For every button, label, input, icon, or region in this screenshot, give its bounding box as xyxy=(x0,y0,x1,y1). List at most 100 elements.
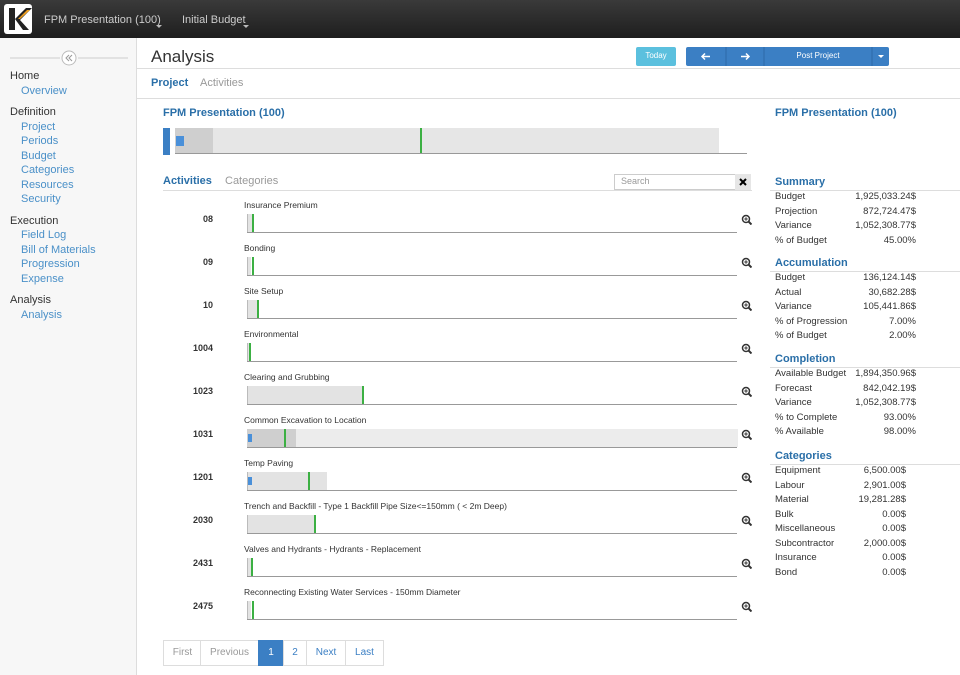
divider xyxy=(770,271,960,272)
activity-bar-marker xyxy=(252,601,254,619)
panel-value: 0.00$ xyxy=(882,552,906,563)
nav-link[interactable]: Progression xyxy=(21,258,80,270)
panel-value: 7.00% xyxy=(889,315,916,327)
zoom-button[interactable] xyxy=(741,300,753,316)
zoom-button[interactable] xyxy=(741,601,753,617)
activity-bar-axis xyxy=(247,533,737,534)
nav-link[interactable]: Project xyxy=(21,120,56,133)
activity-bar-marker xyxy=(257,300,259,318)
page-tab[interactable]: Project xyxy=(151,77,189,89)
divider xyxy=(163,190,752,191)
nav-group: Analysis xyxy=(10,294,51,306)
sidebar xyxy=(0,38,137,675)
activity-bar-marker xyxy=(252,214,254,232)
page-link[interactable]: First xyxy=(163,640,202,666)
nav-link[interactable]: Budget xyxy=(21,149,56,162)
panel-value: 2,901.00$ xyxy=(863,479,906,491)
panel-label: Budget xyxy=(775,191,806,202)
activity-bar-marker xyxy=(308,472,310,490)
search-clear[interactable] xyxy=(735,174,751,190)
nav-link[interactable]: Security xyxy=(21,193,61,205)
collapse-button[interactable] xyxy=(10,50,128,66)
project-menu[interactable]: FPM Presentation (100) xyxy=(44,14,161,26)
panel-label: Available Budget xyxy=(775,368,847,379)
activities-tab[interactable]: Activities xyxy=(163,175,212,187)
project-bar xyxy=(175,128,719,153)
panel-value: 1,052,308.77$ xyxy=(855,397,916,408)
panel-value: 872,724.47$ xyxy=(863,205,916,217)
nav-link[interactable]: Field Log xyxy=(21,229,67,241)
panel-value: 45.00% xyxy=(883,234,916,246)
page-link[interactable]: 2 xyxy=(283,640,307,666)
nav-link[interactable]: Bill of Materials xyxy=(21,243,96,256)
activity-bar-axis xyxy=(247,576,737,577)
zoom-button[interactable] xyxy=(741,386,753,402)
panel-label: Variance xyxy=(775,301,812,312)
nav-group: Definition xyxy=(10,106,56,118)
activity-bar-axis xyxy=(247,404,737,405)
zoom-button[interactable] xyxy=(741,472,753,488)
activity-bar-axis xyxy=(247,447,737,448)
panel-value: 93.00% xyxy=(883,411,916,423)
activity-code: 1023 xyxy=(192,386,213,396)
project-title: FPM Presentation (100) xyxy=(163,107,285,119)
activity-bar xyxy=(247,214,253,232)
caret xyxy=(243,19,249,33)
panel-label: Miscellaneous xyxy=(775,523,836,534)
activity-code: 1004 xyxy=(192,343,213,353)
activity-name: Site Setup xyxy=(244,286,284,296)
divider xyxy=(137,98,960,99)
zoom-button[interactable] xyxy=(741,515,753,531)
today-button[interactable] xyxy=(636,47,676,66)
nav-group: Home xyxy=(10,70,40,82)
nav-link[interactable]: Overview xyxy=(21,84,67,97)
page-link[interactable]: 1 xyxy=(258,640,284,666)
page-link[interactable]: Last xyxy=(345,640,384,666)
activity-name: Trench and Backfill - Type 1 Backfill Pi… xyxy=(244,501,507,511)
activity-bar xyxy=(247,300,259,318)
panel-title: FPM Presentation (100) xyxy=(775,107,897,119)
zoom-button[interactable] xyxy=(741,257,753,273)
panel-value: 2,000.00$ xyxy=(863,537,906,549)
panel-section-title: Accumulation xyxy=(775,257,848,269)
activity-name: Insurance Premium xyxy=(244,200,318,210)
activity-name: Temp Paving xyxy=(244,458,294,468)
panel-label: Equipment xyxy=(775,465,821,476)
activity-bar-actual xyxy=(247,429,296,447)
nav-link[interactable]: Analysis xyxy=(21,308,62,321)
activity-bar-progress xyxy=(248,477,252,485)
page-link[interactable]: Next xyxy=(306,640,346,666)
activity-bar-marker xyxy=(252,257,254,275)
panel-value: 0.00$ xyxy=(882,508,906,520)
budget-menu[interactable]: Initial Budget xyxy=(182,14,246,26)
page-link[interactable]: Previous xyxy=(200,640,259,666)
nav-link[interactable]: Resources xyxy=(21,178,74,191)
zoom-button[interactable] xyxy=(741,214,753,230)
panel-section-title: Completion xyxy=(775,353,836,365)
activity-bar xyxy=(247,558,251,576)
page-tab[interactable]: Activities xyxy=(200,77,244,89)
panel-value: 1,052,308.77$ xyxy=(855,220,916,231)
project-marker xyxy=(163,128,170,155)
nav-link[interactable]: Categories xyxy=(21,164,75,176)
nav-icons[interactable] xyxy=(686,47,889,66)
zoom-button[interactable] xyxy=(741,429,753,445)
activity-bar-axis xyxy=(247,232,737,233)
project-bar-marker xyxy=(420,128,422,153)
nav-link[interactable]: Expense xyxy=(21,272,64,285)
activity-name: Common Excavation to Location xyxy=(244,415,367,425)
activities-tab[interactable]: Categories xyxy=(225,175,279,187)
panel-label: % of Budget xyxy=(775,330,827,341)
panel-section-title: Summary xyxy=(775,176,826,188)
zoom-button[interactable] xyxy=(741,343,753,359)
nav-link[interactable]: Periods xyxy=(21,135,59,147)
activity-code: 1031 xyxy=(192,429,213,439)
panel-label: Projection xyxy=(775,205,818,217)
page-title: Analysis xyxy=(151,47,215,66)
activity-bar xyxy=(247,386,363,404)
top-bar xyxy=(0,0,960,38)
activity-bar-marker xyxy=(284,429,286,447)
nav-group: Execution xyxy=(10,214,59,227)
zoom-button[interactable] xyxy=(741,558,753,574)
panel-label: Budget xyxy=(775,272,806,283)
